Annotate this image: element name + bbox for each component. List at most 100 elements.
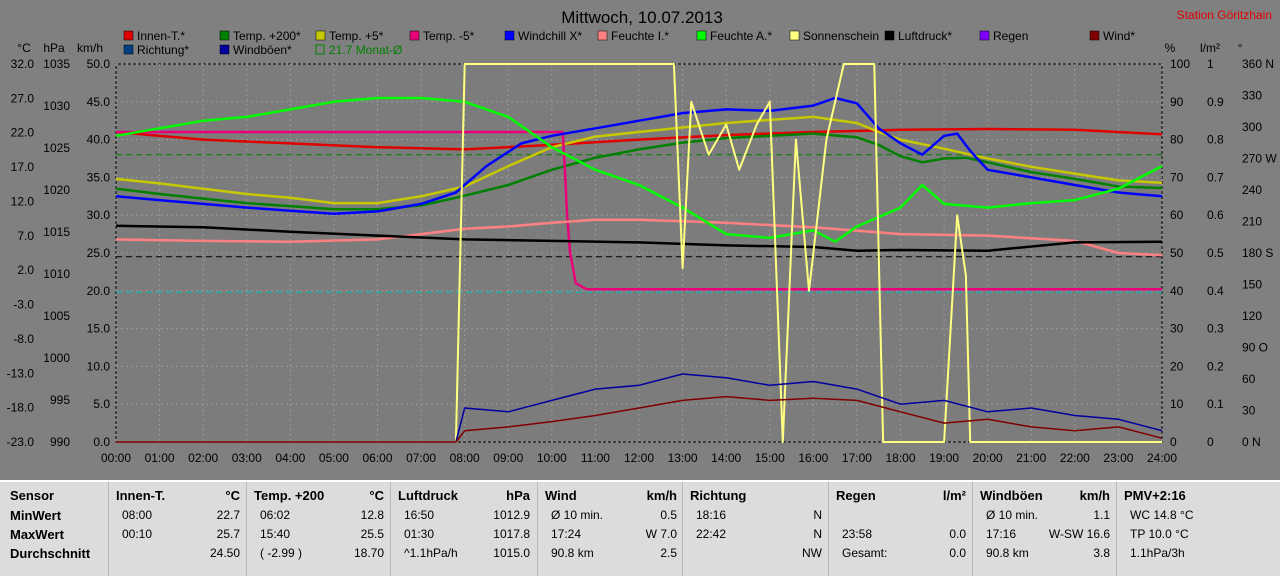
y-tick-label-right: 60 — [1170, 208, 1184, 222]
row-label-sensor: Sensor — [10, 488, 55, 503]
stats-cell-time: 08:00 — [122, 508, 153, 522]
stats-row: 16:50 1012.9 — [398, 506, 536, 525]
x-tick-label: 17:00 — [842, 451, 872, 465]
stats-panel-unit: km/h — [646, 488, 677, 503]
x-tick-label: 07:00 — [406, 451, 436, 465]
legend-label: Wind* — [1103, 29, 1135, 43]
legend-swatch — [597, 30, 608, 41]
y-tick-label-right: 50 — [1170, 246, 1184, 260]
y-tick-label-left: 1030 — [43, 99, 70, 113]
legend-label: Regen — [993, 29, 1028, 43]
y-tick-label-left: 25.0 — [87, 246, 111, 260]
legend-label: Temp. +5* — [329, 29, 384, 43]
legend-label: Windböen* — [233, 43, 292, 57]
y-axis-ticks: 32.0 27.0 22.0 17.0 12.0 7.0 2.0 -3.0 -8.0 -13.0 -… — [7, 57, 1278, 449]
stats-cell-value: 0.5 — [660, 508, 677, 522]
y-tick-label-left: 2.0 — [17, 263, 34, 277]
stats-row: ^1.1hPa/h 1015.0 — [398, 544, 536, 563]
x-tick-label: 09:00 — [493, 451, 523, 465]
y-tick-label-right: 360 N — [1242, 57, 1274, 71]
stats-separator — [108, 482, 109, 576]
stats-panel-title-text: Richtung — [690, 488, 747, 503]
stats-row: Gesamt: 0.0 — [836, 544, 972, 563]
legend-swatch — [123, 30, 134, 41]
row-label-min: MinWert — [10, 508, 62, 523]
stats-panel-title-text: Windböen — [980, 488, 1043, 503]
stats-cell-time: 23:58 — [842, 527, 873, 541]
stats-panel-title: PMV+2:16 — [1124, 486, 1274, 506]
stats-cell-time: WC 14.8 °C — [1130, 508, 1194, 522]
y-tick-label-left: 30.0 — [87, 208, 111, 222]
y-tick-label-left: 1035 — [43, 57, 70, 71]
plot-area — [115, 63, 1163, 443]
axis-unit-left: °C — [17, 41, 31, 55]
x-tick-label: 21:00 — [1016, 451, 1046, 465]
legend-label: 21.7 Monat-Ø — [329, 43, 402, 57]
axis-units: °C hPa km/h% l/m² ° — [17, 41, 1242, 55]
y-tick-label-right: 150 — [1242, 278, 1262, 292]
y-tick-label-left: 50.0 — [87, 57, 111, 71]
stats-separator — [682, 482, 683, 576]
axis-unit-right: l/m² — [1200, 41, 1220, 55]
stats-panel-title: Windböen km/h — [980, 486, 1116, 506]
stats-row: 00:10 25.7 — [116, 525, 246, 544]
y-tick-label-right: 0 — [1207, 435, 1214, 449]
x-tick-label: 14:00 — [711, 451, 741, 465]
stats-cell-value: 0.0 — [949, 527, 966, 541]
stats-cell-value: 0.0 — [949, 546, 966, 560]
y-tick-label-right: 0.2 — [1207, 359, 1224, 373]
y-tick-label-left: 27.0 — [11, 91, 35, 105]
stats-separator — [390, 482, 391, 576]
stats-row: WC 14.8 °C — [1124, 506, 1274, 525]
series-line — [115, 218, 1163, 257]
y-tick-label-left: 35.0 — [87, 170, 111, 184]
x-tick-label: 03:00 — [232, 451, 262, 465]
stats-cell-value: 1012.9 — [493, 508, 530, 522]
stats-row: TP 10.0 °C — [1124, 525, 1274, 544]
stats-table: Sensor MinWert MaxWert Durchschnitt Inne… — [0, 480, 1280, 576]
x-tick-label: 19:00 — [929, 451, 959, 465]
stats-row: 24.50 — [116, 544, 246, 563]
stats-panel: Luftdruck hPa 16:50 1012.9 01:30 1017.8 ^1.1hP… — [398, 486, 536, 576]
y-tick-label-left: -23.0 — [7, 435, 35, 449]
y-tick-label-right: 210 — [1242, 215, 1262, 229]
x-tick-label: 20:00 — [973, 451, 1003, 465]
stats-panel-title-text: Wind — [545, 488, 577, 503]
y-tick-label-right: 0.6 — [1207, 208, 1224, 222]
x-tick-label: 11:00 — [581, 451, 610, 465]
y-tick-label-right: 0.9 — [1207, 95, 1224, 109]
series-line — [115, 127, 1163, 151]
y-tick-label-left: 995 — [50, 393, 70, 407]
stats-panel-unit: km/h — [1079, 488, 1110, 503]
legend-label: Temp. -5* — [423, 29, 475, 43]
stats-cell-time: 06:02 — [260, 508, 291, 522]
stats-panel-title: Temp. +200 °C — [254, 486, 390, 506]
stats-panel-unit: °C — [225, 488, 240, 503]
y-tick-label-left: 1025 — [43, 141, 70, 155]
stats-panel-title: Innen-T. °C — [116, 486, 246, 506]
stats-panel-unit: hPa — [506, 488, 530, 503]
legend: Innen-T.* Temp. +200* Temp. +5* Temp. -5* Wi… — [123, 29, 1135, 57]
legend-swatch — [123, 44, 134, 55]
y-tick-label-right: 60 — [1242, 372, 1256, 386]
legend-label: Feuchte I.* — [611, 29, 669, 43]
stats-cell-time: 15:40 — [260, 527, 291, 541]
stats-row: 01:30 1017.8 — [398, 525, 536, 544]
y-tick-label-left: 7.0 — [17, 229, 34, 243]
stats-cell-value: 24.50 — [209, 546, 240, 560]
stats-row: 18:16 N — [690, 506, 828, 525]
x-tick-label: 00:00 — [101, 451, 131, 465]
stats-cell-time: 22:42 — [696, 527, 727, 541]
stats-cell-value: 1017.8 — [493, 527, 530, 541]
stats-row: Ø 10 min. 0.5 — [545, 506, 683, 525]
y-tick-label-left: 12.0 — [11, 194, 35, 208]
x-tick-label: 13:00 — [668, 451, 698, 465]
stats-cell-time: 90.8 km — [551, 546, 594, 560]
x-axis-ticks: 00:00 01:00 02:00 03:00 04:00 05:00 06:00 07:00… — [101, 451, 1177, 465]
stats-panel: Richtung 18:16 N 22:42 N NW — [690, 486, 828, 576]
legend-swatch — [219, 44, 230, 55]
y-tick-label-left: 20.0 — [87, 284, 111, 298]
stats-row-labels: Sensor MinWert MaxWert Durchschnitt — [10, 486, 105, 576]
y-tick-label-right: 0 — [1170, 435, 1177, 449]
y-tick-label-left: 1010 — [43, 267, 70, 281]
